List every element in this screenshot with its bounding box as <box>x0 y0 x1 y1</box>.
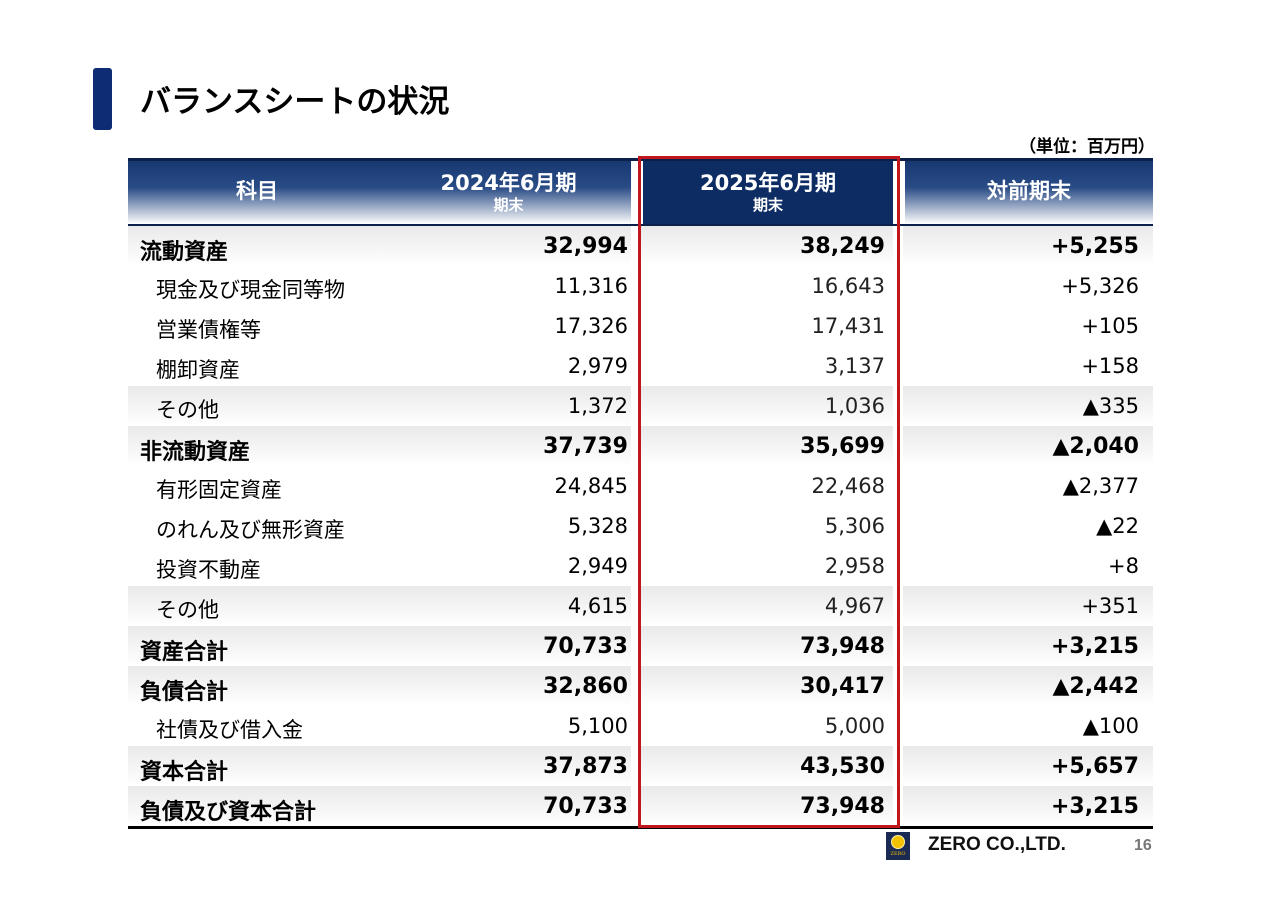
value-fy2024: 17,326 <box>554 314 628 338</box>
value-fy2025: 1,036 <box>824 394 885 418</box>
value-fy2024: 37,873 <box>543 754 628 779</box>
column-gap <box>893 226 903 826</box>
page-number: 16 <box>1134 837 1152 854</box>
value-fy2024: 5,100 <box>567 714 628 738</box>
value-diff: +351 <box>1081 594 1139 618</box>
value-fy2025: 73,948 <box>800 794 885 819</box>
row-item-name: 資本合計 <box>140 760 229 785</box>
value-fy2025: 73,948 <box>800 634 885 659</box>
value-diff: +5,657 <box>1050 754 1139 779</box>
header-fy2025-label: 2025年6月期 <box>699 171 837 195</box>
value-diff: +105 <box>1081 314 1139 338</box>
row-item-name: 社債及び借入金 <box>156 718 303 742</box>
row-item-name: 営業債権等 <box>156 318 261 342</box>
value-fy2024: 70,733 <box>543 634 628 659</box>
row-item-name: 投資不動産 <box>156 558 261 582</box>
value-fy2025: 17,431 <box>811 314 885 338</box>
value-diff: +3,215 <box>1050 634 1139 659</box>
value-fy2025: 4,967 <box>824 594 885 618</box>
value-fy2024: 32,860 <box>543 674 628 699</box>
table-row: 棚卸資産 2,979 3,137 +158 <box>128 346 1153 386</box>
header-fy2025-sub: 期末 <box>752 196 783 214</box>
logo-text: ZERO <box>890 851 906 857</box>
table-row: 営業債権等 17,326 17,431 +105 <box>128 306 1153 346</box>
value-fy2024: 5,328 <box>567 514 628 538</box>
value-diff: +5,255 <box>1050 234 1139 259</box>
table-row: のれん及び無形資産 5,328 5,306 ▲22 <box>128 506 1153 546</box>
table-row: 社債及び借入金 5,100 5,000 ▲100 <box>128 706 1153 746</box>
value-diff: ▲2,442 <box>1052 674 1139 699</box>
value-fy2024: 11,316 <box>554 274 628 298</box>
value-diff: ▲100 <box>1082 714 1139 738</box>
header-fy2024: 2024年6月期 期末 <box>386 158 631 224</box>
row-item-name: 流動資産 <box>140 240 229 265</box>
row-item-name: その他 <box>156 398 219 422</box>
value-fy2025: 5,000 <box>824 714 885 738</box>
row-item-name: 負債及び資本合計 <box>140 800 317 825</box>
logo-emblem-icon <box>891 835 905 849</box>
value-fy2024: 4,615 <box>567 594 628 618</box>
value-diff: +5,326 <box>1061 274 1139 298</box>
value-fy2024: 1,372 <box>567 394 628 418</box>
header-item: 科目 <box>128 158 386 224</box>
value-fy2025: 5,306 <box>824 514 885 538</box>
row-item-name: その他 <box>156 598 219 622</box>
header-top-rule <box>128 158 1153 161</box>
row-item-name: 現金及び現金同等物 <box>156 278 345 302</box>
page-title: バランスシートの状況 <box>140 84 450 120</box>
company-name: ZERO CO.,LTD. <box>928 834 1066 855</box>
row-item-name: 棚卸資産 <box>156 358 240 382</box>
value-fy2024: 32,994 <box>543 234 628 259</box>
table-bottom-rule <box>128 826 1153 829</box>
value-fy2024: 2,979 <box>567 354 628 378</box>
row-item-name: 非流動資産 <box>140 440 251 465</box>
company-logo: ZERO <box>886 832 910 860</box>
value-fy2025: 16,643 <box>811 274 885 298</box>
row-item-name: 資産合計 <box>140 640 229 665</box>
row-item-name: 有形固定資産 <box>156 478 282 502</box>
value-fy2025: 22,468 <box>811 474 885 498</box>
value-diff: ▲2,040 <box>1052 434 1139 459</box>
header-diff-label: 対前期末 <box>987 179 1071 203</box>
value-fy2025: 38,249 <box>800 234 885 259</box>
balance-sheet-table: 科目 2024年6月期 期末 2025年6月期 期末 対前期末 流動資産 32,9… <box>128 158 1153 830</box>
column-gap <box>631 226 641 826</box>
value-diff: +8 <box>1108 554 1139 578</box>
value-fy2025: 3,137 <box>824 354 885 378</box>
value-fy2024: 70,733 <box>543 794 628 819</box>
table-row: 投資不動産 2,949 2,958 +8 <box>128 546 1153 586</box>
header-item-label: 科目 <box>236 179 278 203</box>
header-fy2025: 2025年6月期 期末 <box>643 158 893 224</box>
header-diff: 対前期末 <box>905 158 1153 224</box>
row-item-name: のれん及び無形資産 <box>156 518 345 542</box>
value-fy2025: 43,530 <box>800 754 885 779</box>
value-diff: ▲2,377 <box>1062 474 1139 498</box>
value-fy2024: 37,739 <box>543 434 628 459</box>
table-row: 有形固定資産 24,845 22,468 ▲2,377 <box>128 466 1153 506</box>
value-fy2025: 35,699 <box>800 434 885 459</box>
header-fy2024-label: 2024年6月期 <box>440 171 577 195</box>
table-row: 現金及び現金同等物 11,316 16,643 +5,326 <box>128 266 1153 306</box>
value-fy2025: 2,958 <box>824 554 885 578</box>
value-diff: ▲22 <box>1096 514 1139 538</box>
table-header-row: 科目 2024年6月期 期末 2025年6月期 期末 対前期末 <box>128 158 1153 226</box>
value-fy2024: 2,949 <box>567 554 628 578</box>
unit-label: （単位：百万円） <box>1019 137 1155 157</box>
value-fy2024: 24,845 <box>554 474 628 498</box>
header-fy2024-sub: 期末 <box>493 196 524 214</box>
value-diff: +3,215 <box>1050 794 1139 819</box>
value-fy2025: 30,417 <box>800 674 885 699</box>
value-diff: +158 <box>1081 354 1139 378</box>
value-diff: ▲335 <box>1082 394 1139 418</box>
row-item-name: 負債合計 <box>140 680 229 705</box>
title-accent-bar <box>93 68 112 130</box>
